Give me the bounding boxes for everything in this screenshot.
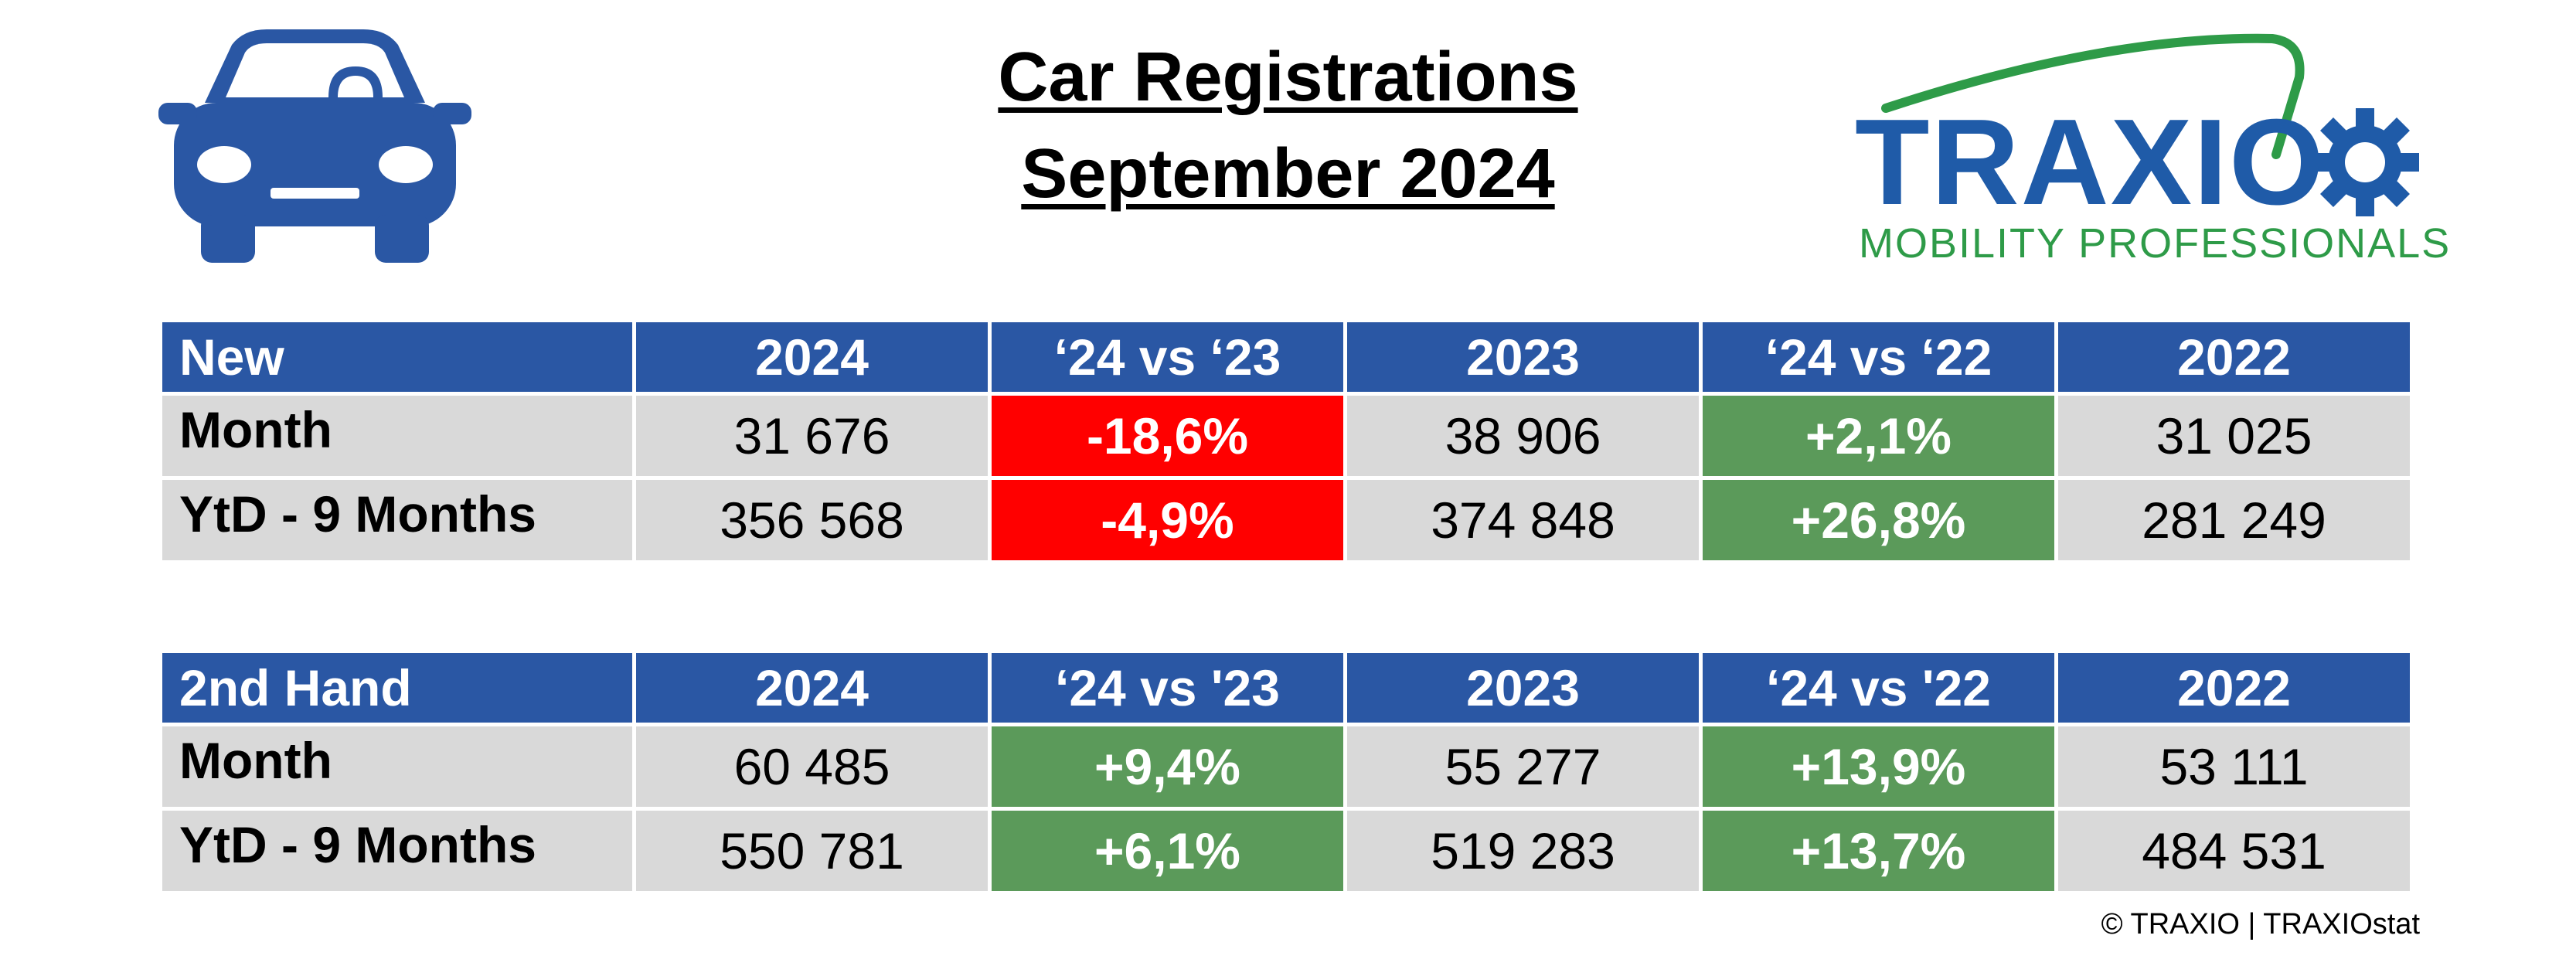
row-label: YtD - 9 Months (162, 811, 632, 891)
page-title: Car Registrations (998, 39, 1578, 116)
page-subtitle: September 2024 (1021, 135, 1555, 213)
value-2024: 60 485 (636, 726, 988, 807)
value-2023: 374 848 (1347, 480, 1699, 560)
second-hand-registrations-table: 2nd Hand 2024 ‘24 vs '23 2023 ‘24 vs '22… (158, 649, 2414, 895)
header-24-vs-22: ‘24 vs ‘22 (1703, 322, 2054, 392)
change-24-vs-22: +26,8% (1703, 480, 2054, 560)
traxio-logo: TRAXIO MOBILITY PROFESSIONALS (1855, 31, 2449, 270)
header-category: New (162, 322, 632, 392)
header-2024: 2024 (636, 653, 988, 723)
value-2022: 484 531 (2058, 811, 2410, 891)
change-24-vs-22: +13,7% (1703, 811, 2054, 891)
header-24-vs-23: ‘24 vs '23 (992, 653, 1343, 723)
row-label: Month (162, 396, 632, 476)
header-2022: 2022 (2058, 322, 2410, 392)
car-front-icon (158, 29, 471, 263)
change-24-vs-23: +9,4% (992, 726, 1343, 807)
value-2024: 356 568 (636, 480, 988, 560)
table-row: Month 31 676 -18,6% 38 906 +2,1% 31 025 (162, 396, 2410, 476)
row-label: Month (162, 726, 632, 807)
header-24-vs-22: ‘24 vs '22 (1703, 653, 2054, 723)
value-2022: 281 249 (2058, 480, 2410, 560)
logo-tagline: MOBILITY PROFESSIONALS (1859, 220, 2452, 267)
copyright-footer: © TRAXIO | TRAXIOstat (2101, 908, 2420, 940)
header-2024: 2024 (636, 322, 988, 392)
value-2022: 31 025 (2058, 396, 2410, 476)
value-2023: 519 283 (1347, 811, 1699, 891)
table-row: YtD - 9 Months 356 568 -4,9% 374 848 +26… (162, 480, 2410, 560)
header-2023: 2023 (1347, 322, 1699, 392)
change-24-vs-22: +13,9% (1703, 726, 2054, 807)
value-2022: 53 111 (2058, 726, 2410, 807)
table-header-row: New 2024 ‘24 vs ‘23 2023 ‘24 vs ‘22 2022 (162, 322, 2410, 392)
change-24-vs-22: +2,1% (1703, 396, 2054, 476)
value-2024: 31 676 (636, 396, 988, 476)
value-2023: 38 906 (1347, 396, 1699, 476)
header-2023: 2023 (1347, 653, 1699, 723)
value-2023: 55 277 (1347, 726, 1699, 807)
table-header-row: 2nd Hand 2024 ‘24 vs '23 2023 ‘24 vs '22… (162, 653, 2410, 723)
header-24-vs-23: ‘24 vs ‘23 (992, 322, 1343, 392)
header-category: 2nd Hand (162, 653, 632, 723)
header-2022: 2022 (2058, 653, 2410, 723)
change-24-vs-23: -18,6% (992, 396, 1343, 476)
change-24-vs-23: +6,1% (992, 811, 1343, 891)
table-row: Month 60 485 +9,4% 55 277 +13,9% 53 111 (162, 726, 2410, 807)
new-registrations-table: New 2024 ‘24 vs ‘23 2023 ‘24 vs ‘22 2022… (158, 318, 2414, 564)
value-2024: 550 781 (636, 811, 988, 891)
row-label: YtD - 9 Months (162, 480, 632, 560)
logo-wordmark: TRAXIO (1855, 94, 2326, 230)
change-24-vs-23: -4,9% (992, 480, 1343, 560)
table-row: YtD - 9 Months 550 781 +6,1% 519 283 +13… (162, 811, 2410, 891)
